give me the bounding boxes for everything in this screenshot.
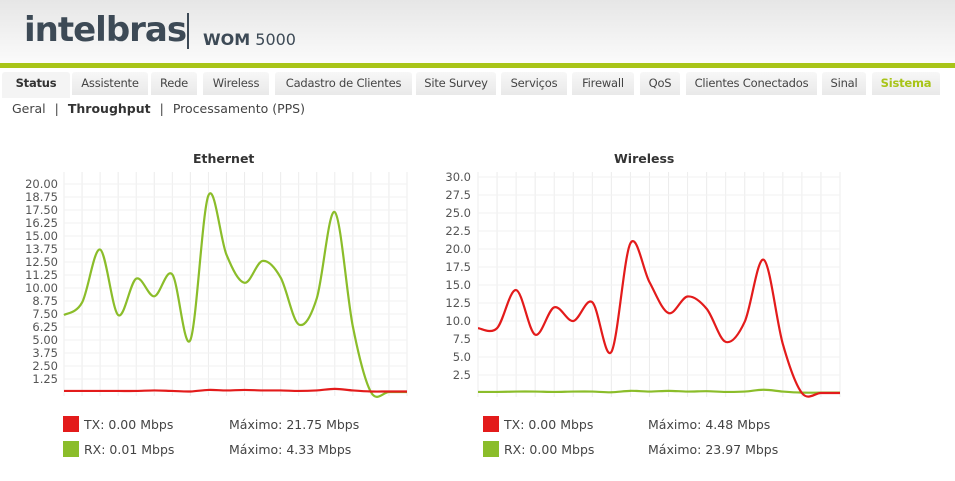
tab-servicos[interactable]: Serviços <box>501 72 567 95</box>
y-tick-label: 7.50 <box>32 307 58 321</box>
wireless-tx-line <box>477 240 840 398</box>
tab-status[interactable]: Status <box>2 72 70 98</box>
model-number: 5000 <box>255 30 296 49</box>
ethernet-chart-title: Ethernet <box>193 151 255 166</box>
tab-clientes-conectados[interactable]: Clientes Conectados <box>686 72 817 95</box>
y-tick-label: 13.75 <box>25 242 58 256</box>
y-tick-label: 20.0 <box>445 242 471 256</box>
y-tick-label: 15.00 <box>25 229 58 243</box>
tab-rede[interactable]: Rede <box>151 72 197 95</box>
y-tick-label: 5.00 <box>32 333 58 347</box>
y-tick-label: 5.0 <box>453 350 471 364</box>
subnav-processamento[interactable]: Processamento (PPS) <box>172 101 305 116</box>
tab-site-survey[interactable]: Site Survey <box>416 72 496 95</box>
header-accent-bar <box>0 63 955 68</box>
wireless-chart-title: Wireless <box>614 151 675 166</box>
y-tick-label: 22.5 <box>445 224 471 238</box>
y-tick-label: 27.5 <box>445 188 471 202</box>
logo-divider <box>187 13 189 49</box>
tab-cadastro-de-clientes[interactable]: Cadastro de Clientes <box>275 72 412 95</box>
y-tick-label: 7.5 <box>453 332 471 346</box>
y-tick-label: 12.50 <box>25 255 58 269</box>
ethernet-tx-swatch <box>63 416 79 432</box>
y-tick-label: 10.00 <box>25 281 58 295</box>
tab-sistema[interactable]: Sistema <box>872 72 940 95</box>
wireless-tx-swatch <box>483 416 499 432</box>
ethernet-rx-swatch <box>63 441 79 457</box>
y-tick-label: 12.5 <box>445 296 471 310</box>
y-tick-label: 10.0 <box>445 314 471 328</box>
ethernet-tx-max: Máximo: 21.75 Mbps <box>229 417 360 432</box>
ethernet-rx-value: RX: 0.01 Mbps <box>84 442 175 457</box>
y-tick-label: 2.5 <box>453 368 471 382</box>
y-tick-label: 2.50 <box>32 359 58 373</box>
tab-wireless[interactable]: Wireless <box>203 72 269 95</box>
tab-assistente[interactable]: Assistente <box>72 72 148 95</box>
subnav-separator: | <box>54 101 59 116</box>
y-tick-label: 16.25 <box>25 216 58 230</box>
subnav-geral[interactable]: Geral <box>12 101 46 116</box>
wireless-rx-swatch <box>483 441 499 457</box>
sub-navigation: Geral | Throughput | Processamento (PPS) <box>12 101 305 116</box>
intelbras-logo: intelbras <box>24 10 187 50</box>
ethernet-rx-max: Máximo: 4.33 Mbps <box>229 442 352 457</box>
wireless-tx-value: TX: 0.00 Mbps <box>504 417 594 432</box>
device-model: WOM 5000 <box>203 30 296 49</box>
y-tick-label: 25.0 <box>445 206 471 220</box>
ethernet-tx-value: TX: 0.00 Mbps <box>84 417 174 432</box>
wireless-rx-value: RX: 0.00 Mbps <box>504 442 595 457</box>
y-tick-label: 15.0 <box>445 278 471 292</box>
tab-firewall[interactable]: Firewall <box>572 72 634 95</box>
header: intelbras WOM 5000 <box>0 0 955 63</box>
y-tick-label: 18.75 <box>25 190 58 204</box>
model-name: WOM <box>203 30 251 49</box>
main-tabs: Status Assistente Rede Wireless Cadastro… <box>0 72 955 98</box>
y-tick-label: 8.75 <box>32 294 58 308</box>
tab-qos[interactable]: QoS <box>640 72 680 95</box>
y-tick-label: 20.00 <box>25 177 58 191</box>
y-tick-label: 30.0 <box>445 170 471 184</box>
ethernet-tx-line <box>64 387 407 393</box>
y-tick-label: 17.5 <box>445 260 471 274</box>
y-tick-label: 3.75 <box>32 346 58 360</box>
wireless-rx-line <box>477 388 840 394</box>
subnav-throughput[interactable]: Throughput <box>67 101 151 116</box>
y-tick-label: 6.25 <box>32 320 58 334</box>
y-tick-label: 1.25 <box>32 372 58 386</box>
wireless-tx-max: Máximo: 4.48 Mbps <box>648 417 771 432</box>
subnav-separator: | <box>159 101 164 116</box>
y-tick-label: 11.25 <box>25 268 58 282</box>
wireless-rx-max: Máximo: 23.97 Mbps <box>648 442 779 457</box>
tab-sinal[interactable]: Sinal <box>822 72 866 95</box>
y-tick-label: 17.50 <box>25 203 58 217</box>
ethernet-rx-line <box>63 192 407 398</box>
